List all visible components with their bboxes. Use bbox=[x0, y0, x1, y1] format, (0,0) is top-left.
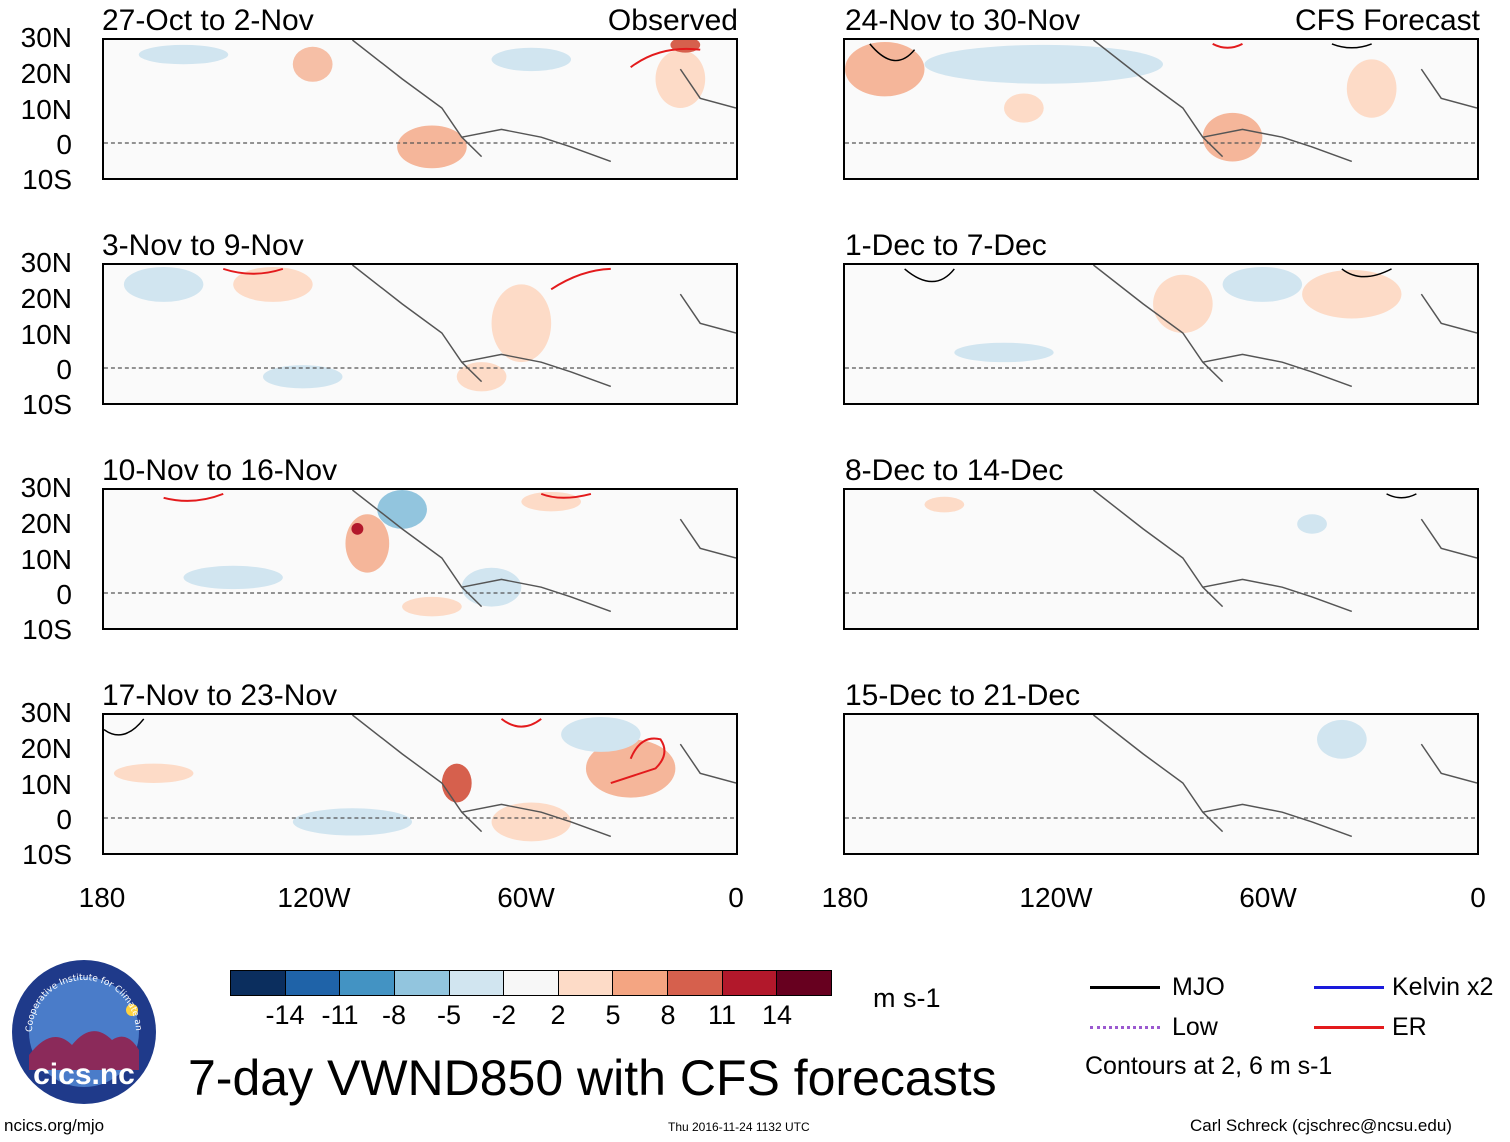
footer-timestamp: Thu 2016-11-24 1132 UTC bbox=[668, 1120, 810, 1134]
map-panel-7 bbox=[843, 488, 1479, 630]
lat-label: 10N bbox=[20, 94, 72, 125]
colorbar-swatch bbox=[394, 971, 450, 995]
lat-label: 30N bbox=[20, 697, 72, 728]
legend-mjo-line bbox=[1090, 986, 1160, 989]
colorbar-tick: 14 bbox=[761, 1000, 793, 1030]
lat-label: 10N bbox=[20, 544, 72, 575]
legend-low-line bbox=[1090, 1026, 1160, 1029]
lat-label: 30N bbox=[20, 472, 72, 503]
legend-er-label: ER bbox=[1392, 1013, 1427, 1041]
colorbar-swatch bbox=[668, 971, 723, 995]
legend-kelvin-line bbox=[1314, 986, 1384, 989]
lon-label: 0 bbox=[728, 882, 744, 913]
lat-label: 10N bbox=[20, 769, 72, 800]
map-panel-3 bbox=[102, 488, 738, 630]
lon-label: 180 bbox=[78, 882, 126, 913]
legend-er-line bbox=[1314, 1026, 1384, 1029]
lat-label: 20N bbox=[20, 58, 72, 89]
colorbar-tick: -14 bbox=[265, 1000, 305, 1030]
colorbar-tick: -8 bbox=[381, 1000, 406, 1030]
map-panel-5 bbox=[843, 38, 1479, 180]
panel-label-observed: Observed bbox=[607, 4, 738, 37]
colorbar-tick: -5 bbox=[436, 1000, 461, 1030]
lat-label: 10N bbox=[20, 319, 72, 350]
legend-mjo-label: MJO bbox=[1172, 973, 1225, 1001]
figure-title: 7-day VWND850 with CFS forecasts bbox=[188, 1050, 997, 1106]
lat-label: 0 bbox=[56, 129, 72, 160]
lat-label: 30N bbox=[20, 247, 72, 278]
lat-label: 10S bbox=[22, 614, 72, 645]
colorbar-swatch bbox=[340, 971, 395, 995]
panel-title: 15-Dec to 21-Dec bbox=[845, 679, 1081, 712]
colorbar-tick: 5 bbox=[605, 1000, 621, 1030]
legend-low-label: Low bbox=[1172, 1013, 1218, 1041]
lat-label: 30N bbox=[20, 22, 72, 53]
lat-label: 10S bbox=[22, 164, 72, 195]
lon-label: 60W bbox=[1239, 882, 1297, 913]
lat-label: 0 bbox=[56, 579, 72, 610]
colorbar-units: m s-1 bbox=[873, 983, 941, 1013]
panel-title: 1-Dec to 7-Dec bbox=[845, 229, 1047, 262]
footer-url[interactable]: ncics.org/mjo bbox=[4, 1116, 105, 1135]
lat-label: 20N bbox=[20, 733, 72, 764]
panel-title: 17-Nov to 23-Nov bbox=[102, 679, 338, 712]
lat-label: 20N bbox=[20, 508, 72, 539]
panel-title: 10-Nov to 16-Nov bbox=[102, 454, 338, 487]
lat-label: 0 bbox=[56, 804, 72, 835]
map-panel-6 bbox=[843, 263, 1479, 405]
logo-text: cics.nc bbox=[33, 1058, 135, 1091]
colorbar-swatch bbox=[285, 971, 341, 995]
map-panel-4 bbox=[102, 713, 738, 855]
colorbar-swatch bbox=[231, 971, 286, 995]
colorbar-tick: 2 bbox=[550, 1000, 566, 1030]
lat-label: 10S bbox=[22, 839, 72, 870]
colorbar-tick: 8 bbox=[660, 1000, 676, 1030]
panel-title: 27-Oct to 2-Nov bbox=[102, 4, 314, 37]
lon-label: 0 bbox=[1470, 882, 1486, 913]
colorbar-swatch bbox=[504, 971, 559, 995]
lat-label: 20N bbox=[20, 283, 72, 314]
panel-label-forecast: CFS Forecast bbox=[1294, 4, 1480, 37]
lon-label: 180 bbox=[821, 882, 869, 913]
footer-author: Carl Schreck (cjschrec@ncsu.edu) bbox=[1190, 1116, 1452, 1135]
panel-title: 8-Dec to 14-Dec bbox=[845, 454, 1064, 487]
map-panel-2 bbox=[102, 263, 738, 405]
cics-logo: Cooperative Institute for Climate and Sa… bbox=[12, 960, 156, 1104]
panel-title: 3-Nov to 9-Nov bbox=[102, 229, 304, 262]
colorbar-tick: -2 bbox=[491, 1000, 516, 1030]
map-panel-8 bbox=[843, 713, 1479, 855]
contours-note: Contours at 2, 6 m s-1 bbox=[1085, 1052, 1333, 1080]
colorbar bbox=[230, 970, 832, 996]
legend-kelvin-label: Kelvin x2 bbox=[1392, 973, 1494, 1001]
lon-label: 120W bbox=[1019, 882, 1093, 913]
lat-label: 10S bbox=[22, 389, 72, 420]
colorbar-tick: 11 bbox=[707, 1000, 737, 1030]
map-panel-1 bbox=[102, 38, 738, 180]
colorbar-swatch bbox=[613, 971, 669, 995]
lon-label: 60W bbox=[497, 882, 555, 913]
colorbar-swatch bbox=[449, 971, 505, 995]
lat-label: 0 bbox=[56, 354, 72, 385]
colorbar-swatch bbox=[558, 971, 614, 995]
colorbar-swatch bbox=[722, 971, 778, 995]
colorbar-tick: -11 bbox=[321, 1000, 359, 1030]
panel-title: 24-Nov to 30-Nov bbox=[845, 4, 1081, 37]
lon-label: 120W bbox=[277, 882, 351, 913]
colorbar-swatch bbox=[777, 971, 832, 995]
